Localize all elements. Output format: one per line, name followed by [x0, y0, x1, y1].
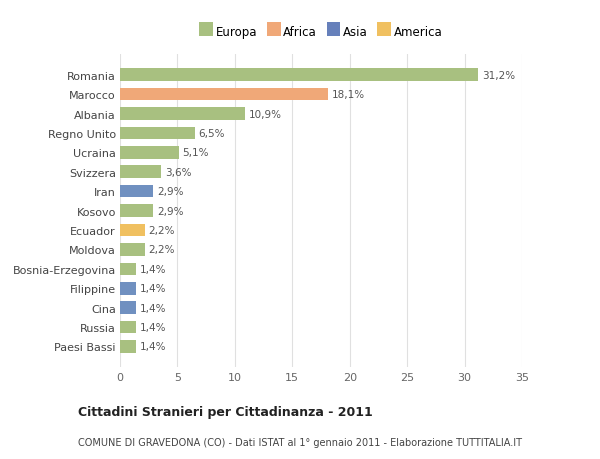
Bar — [120, 205, 154, 218]
Bar — [120, 108, 245, 121]
Bar — [120, 321, 136, 334]
Text: 5,1%: 5,1% — [182, 148, 209, 158]
Text: 1,4%: 1,4% — [140, 322, 166, 332]
Bar — [120, 224, 145, 237]
Text: 2,9%: 2,9% — [157, 206, 183, 216]
Bar — [120, 263, 136, 275]
Bar — [120, 341, 136, 353]
Text: 10,9%: 10,9% — [248, 109, 281, 119]
Bar — [120, 282, 136, 295]
Text: Cittadini Stranieri per Cittadinanza - 2011: Cittadini Stranieri per Cittadinanza - 2… — [78, 405, 373, 419]
Text: COMUNE DI GRAVEDONA (CO) - Dati ISTAT al 1° gennaio 2011 - Elaborazione TUTTITAL: COMUNE DI GRAVEDONA (CO) - Dati ISTAT al… — [78, 437, 522, 447]
Text: 2,2%: 2,2% — [149, 225, 175, 235]
Bar — [120, 244, 145, 256]
Text: 3,6%: 3,6% — [165, 168, 191, 177]
Text: 18,1%: 18,1% — [331, 90, 364, 100]
Bar — [120, 147, 179, 159]
Text: 6,5%: 6,5% — [198, 129, 224, 139]
Bar — [120, 89, 328, 101]
Text: 2,2%: 2,2% — [149, 245, 175, 255]
Bar — [120, 185, 154, 198]
Text: 1,4%: 1,4% — [140, 284, 166, 294]
Bar — [120, 302, 136, 314]
Text: 1,4%: 1,4% — [140, 303, 166, 313]
Text: 1,4%: 1,4% — [140, 342, 166, 352]
Bar — [120, 166, 161, 179]
Bar — [120, 127, 194, 140]
Text: 2,9%: 2,9% — [157, 187, 183, 197]
Legend: Europa, Africa, Asia, America: Europa, Africa, Asia, America — [197, 23, 445, 41]
Bar — [120, 69, 478, 82]
Text: 31,2%: 31,2% — [482, 71, 515, 80]
Text: 1,4%: 1,4% — [140, 264, 166, 274]
